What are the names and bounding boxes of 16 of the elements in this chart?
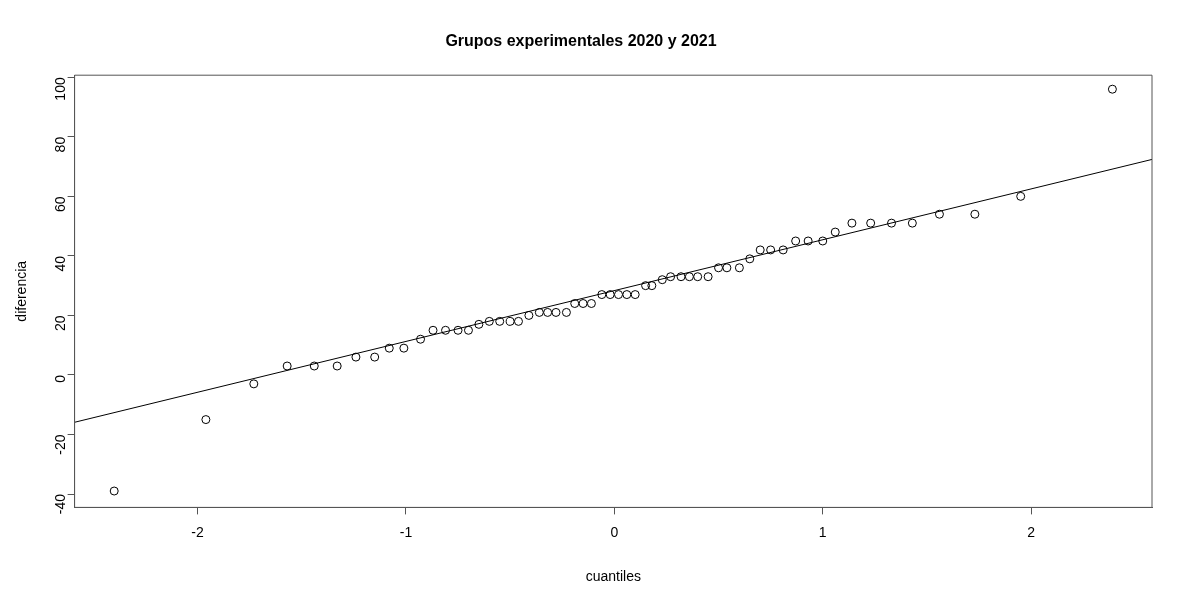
x-tick-label: 1 <box>818 523 827 540</box>
y-tick-label: 100 <box>52 77 69 101</box>
x-tick-label: -1 <box>399 523 413 540</box>
y-tick-label: -20 <box>52 434 69 455</box>
x-tick-label: -2 <box>191 523 204 540</box>
y-axis-title: diferencia <box>13 260 30 322</box>
y-tick-label: 40 <box>52 255 69 272</box>
x-axis-title: cuantiles <box>585 568 641 585</box>
y-tick-label: -40 <box>52 493 69 515</box>
x-tick-label: 0 <box>610 523 619 540</box>
y-tick-label: 20 <box>52 315 69 331</box>
x-tick-label: 2 <box>1027 523 1036 540</box>
chart-title: Grupos experimentales 2020 y 2021 <box>445 32 717 50</box>
y-tick-label: 60 <box>52 196 69 212</box>
y-tick-label: 80 <box>52 136 69 153</box>
y-tick-label: 0 <box>52 374 69 383</box>
